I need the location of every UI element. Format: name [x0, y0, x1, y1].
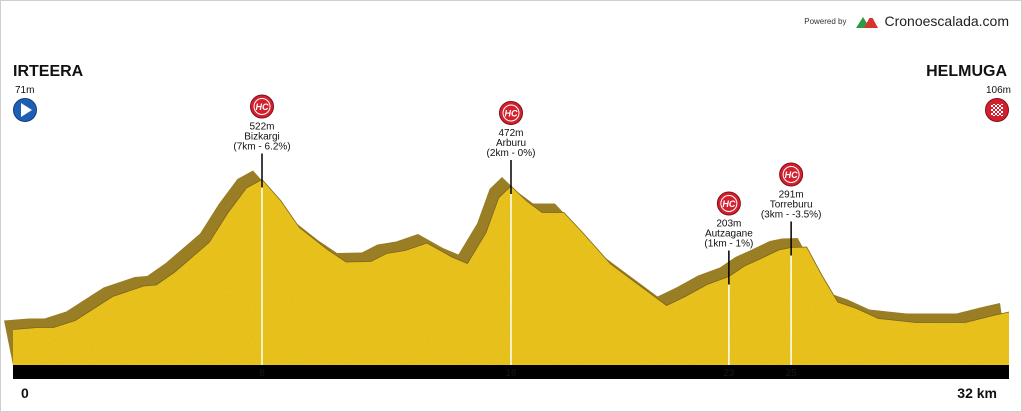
x-axis-end-label: 32 km — [957, 385, 997, 401]
x-tick-label: 23 — [723, 368, 735, 379]
climb-detail: (7km - 6.2%) — [233, 142, 290, 153]
powered-by-text: Powered by — [804, 16, 847, 26]
climb-name: Torreburu — [770, 200, 813, 211]
x-tick-label: 25 — [786, 368, 798, 379]
branding[interactable]: Powered by Cronoescalada.com — [804, 13, 1009, 29]
start-name: IRTEERA — [13, 63, 84, 80]
x-tick-label: 8 — [259, 368, 265, 379]
climb-category: HC — [785, 170, 798, 180]
climb-category: HC — [256, 102, 269, 112]
hc-badge-ring — [253, 98, 271, 115]
climb-category: HC — [722, 199, 735, 209]
x-tick-label: 16 — [505, 368, 517, 379]
climb-altitude: 522m — [249, 122, 274, 133]
x-axis-bar — [13, 365, 1009, 379]
hc-badge-ring — [720, 195, 738, 212]
climb-name: Autzagane — [705, 229, 753, 240]
x-axis-start-label: 0 — [21, 385, 29, 401]
mountain-logo-icon — [856, 15, 879, 28]
finish-name: HELMUGA — [926, 63, 1007, 80]
finish-altitude: 106m — [985, 85, 1011, 96]
climb-name: Arburu — [496, 138, 526, 149]
climb-detail: (3km - -3.5%) — [761, 210, 822, 221]
climb-altitude: 203m — [716, 219, 741, 230]
play-arrow-icon — [21, 103, 32, 117]
hc-badge-ring — [782, 166, 800, 183]
elevation-line — [12, 178, 1010, 330]
checkered-pattern — [991, 104, 1003, 116]
climb-altitude: 472m — [498, 128, 523, 139]
climb-category: HC — [505, 109, 518, 119]
hc-badge-ring — [502, 104, 520, 122]
climb-detail: (2km - 0%) — [487, 148, 536, 159]
climb-altitude: 291m — [779, 190, 804, 201]
climb-detail: (1km - 1%) — [704, 239, 753, 250]
start-altitude: 71m — [15, 85, 35, 96]
brand-name: Cronoescalada.com — [884, 13, 1009, 29]
climb-name: Bizkargi — [244, 132, 280, 143]
